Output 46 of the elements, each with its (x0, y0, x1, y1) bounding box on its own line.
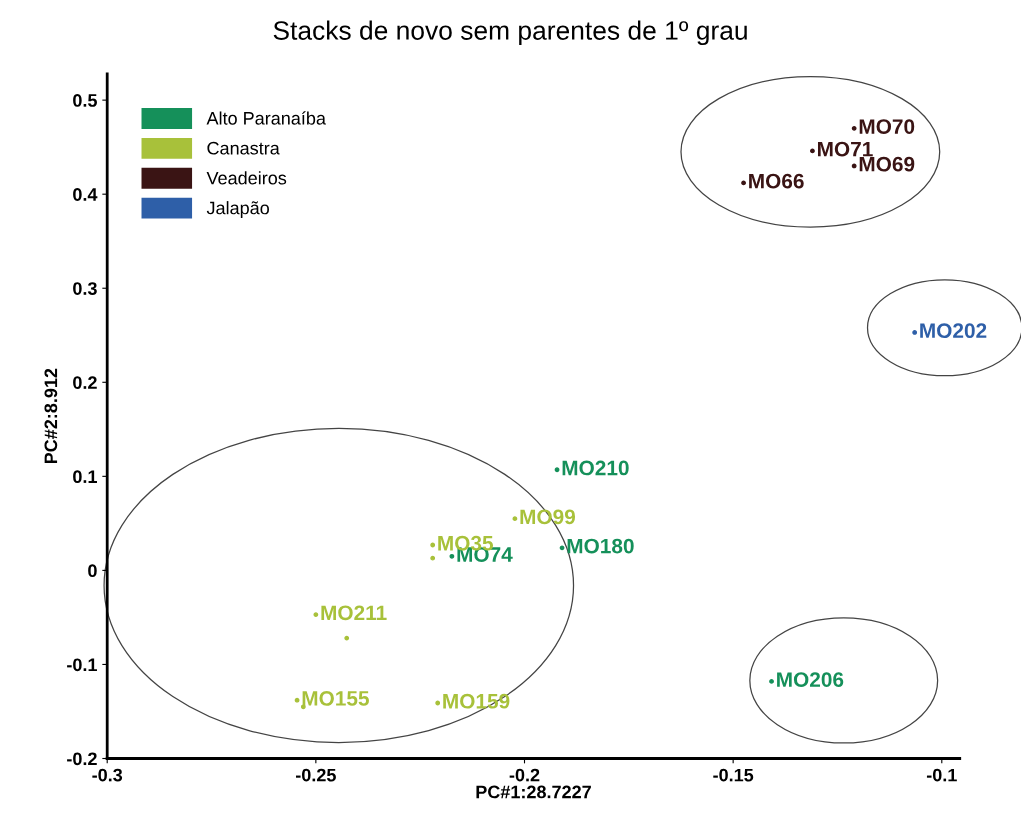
legend-label: Jalapão (206, 201, 269, 218)
point (313, 612, 319, 617)
y-tick-label: -0.2 (67, 752, 97, 766)
point (912, 330, 918, 335)
data-label: MO71 (817, 141, 873, 157)
point (741, 180, 746, 186)
point (512, 516, 518, 522)
x-tick-label: -0.3 (92, 768, 123, 782)
data-label: MO206 (777, 672, 844, 687)
legend-label: Alto Paranaíba (206, 111, 326, 125)
legend-label: Canastra (207, 141, 280, 155)
y-tick-label: 0.4 (73, 188, 98, 201)
point (435, 700, 441, 706)
x-tick-label: -0.15 (713, 768, 754, 782)
x-tick-label: -0.2 (509, 768, 540, 782)
point (430, 555, 436, 561)
data-label: MO210 (562, 460, 629, 476)
y-tick-label: 0.2 (73, 376, 97, 390)
x-axis-title: PC#1:28.7227 (476, 785, 591, 799)
point (559, 545, 565, 551)
y-tick-label: 0.5 (73, 94, 97, 107)
y-tick-label: 0.1 (73, 470, 97, 484)
point (851, 125, 857, 131)
point (344, 635, 350, 641)
data-label: MO155 (302, 691, 369, 706)
point (810, 148, 815, 154)
y-axis-title: PC#2:8.912 (44, 368, 58, 464)
data-label: MO69 (859, 156, 915, 172)
data-label: MO70 (859, 119, 915, 134)
data-label: MO202 (920, 323, 987, 339)
legend-label: Veadeiros (206, 171, 287, 185)
point (430, 542, 436, 548)
y-tick-label: 0.3 (73, 282, 97, 295)
data-label: MO211 (321, 605, 387, 621)
point (769, 678, 774, 684)
point (554, 467, 560, 473)
data-label: MO66 (749, 173, 804, 189)
point (449, 553, 455, 559)
y-tick-label: 0 (88, 564, 97, 578)
point (294, 697, 300, 703)
x-tick-label: -0.25 (295, 768, 336, 782)
y-tick-label: -0.1 (67, 658, 97, 672)
point (851, 163, 857, 169)
x-tick-label: -0.1 (926, 768, 957, 782)
data-label: MO180 (567, 538, 634, 554)
chart-title: Stacks de novo sem parentes de 1º grau (273, 20, 747, 46)
